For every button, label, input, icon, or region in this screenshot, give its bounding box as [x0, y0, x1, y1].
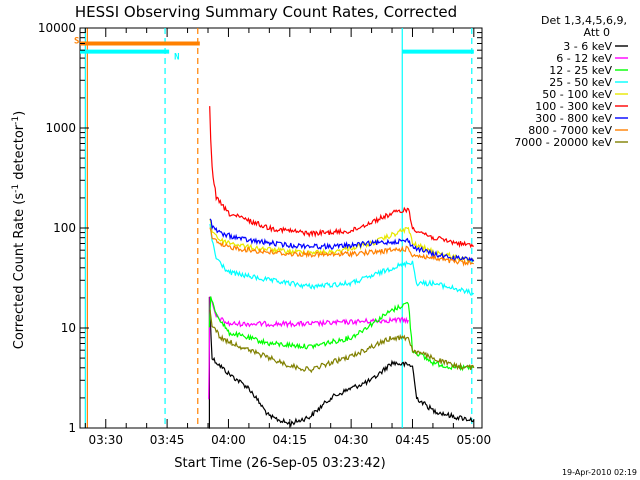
x-tick-label: 04:15 [272, 433, 307, 447]
legend-header-attenuator: Att 0 [584, 26, 610, 39]
y-axis-label-sup: -1 [11, 184, 21, 193]
flag-label: S [74, 36, 79, 46]
legend-label: 3 - 6 keV [563, 40, 612, 53]
y-axis: 1 10 100 1000 10000 [38, 21, 482, 435]
legend-label: 7000 - 20000 keV [514, 136, 612, 149]
y-tick-label: 100 [53, 221, 76, 235]
legend-label: 50 - 100 keV [542, 88, 612, 101]
plot-frame [79, 27, 483, 429]
y-tick-label: 1000 [45, 121, 76, 135]
series-line [209, 218, 475, 264]
series-layer [208, 106, 475, 429]
series-line [209, 227, 474, 267]
flag-label: N [174, 53, 179, 63]
y-axis-label-sup2: -1 [11, 116, 21, 125]
legend-label: 6 - 12 keV [556, 52, 612, 65]
series-line [209, 218, 475, 264]
x-axis-label: Start Time (26-Sep-05 03:23:42) [174, 456, 385, 471]
x-tick-label: 03:45 [150, 433, 185, 447]
x-tick-label: 04:30 [334, 433, 369, 447]
vertical-markers [84, 28, 473, 428]
legend-label: 12 - 25 keV [549, 64, 612, 77]
status-flags: SN [74, 36, 474, 63]
footer-timestamp: 19-Apr-2010 02:19 [562, 468, 637, 477]
y-tick-label: 1 [68, 421, 76, 435]
legend-label: 25 - 50 keV [549, 76, 612, 89]
x-tick-label: 05:00 [457, 433, 492, 447]
y-axis-label-mid: detector [12, 124, 27, 184]
series-line [209, 223, 475, 296]
series-line [208, 296, 475, 372]
legend-label: 800 - 7000 keV [528, 124, 612, 137]
x-axis: 03:30 03:45 04:00 04:15 04:30 04:45 05:00 [84, 28, 492, 447]
x-tick-label: 04:00 [211, 433, 246, 447]
series-line [209, 309, 475, 374]
y-tick-label: 10 [61, 321, 76, 335]
x-tick-label: 03:30 [88, 433, 123, 447]
series-line [209, 106, 474, 249]
y-axis-label-main: Corrected Count Rate (s [12, 193, 27, 350]
x-tick-label: 04:45 [395, 433, 430, 447]
y-axis-label-end: ) [12, 111, 27, 116]
chart-title: HESSI Observing Summary Count Rates, Cor… [75, 3, 457, 21]
legend-header-detectors: Det 1,3,4,5,6,9, [541, 14, 627, 27]
legend-label: 100 - 300 keV [535, 100, 612, 113]
series-line [208, 296, 475, 429]
legend-label: 300 - 800 keV [535, 112, 612, 125]
y-tick-label: 10000 [38, 21, 76, 35]
y-axis-label: Corrected Count Rate (s-1 detector-1) [11, 111, 27, 349]
